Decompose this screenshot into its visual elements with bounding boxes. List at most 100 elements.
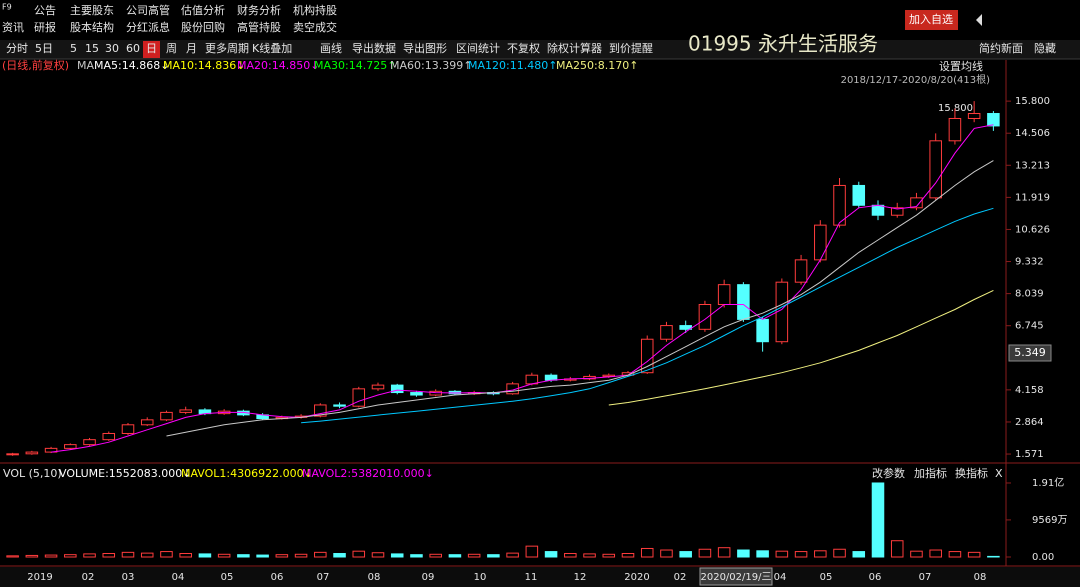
volume-bar: [756, 550, 769, 558]
add-button[interactable]: 加入自选: [909, 13, 953, 26]
volume-bar: [275, 554, 289, 558]
candle-body: [121, 424, 135, 434]
volume-bar: [583, 553, 596, 558]
volume-button[interactable]: 加指标: [914, 466, 947, 480]
volume-bar: [525, 545, 539, 558]
toolbar-item[interactable]: 分时: [6, 42, 28, 55]
volume-bar: [564, 553, 577, 558]
x-tick-label: 11: [525, 572, 538, 583]
y-tick-label: 6.745: [1015, 321, 1044, 332]
app-tag: F9: [2, 3, 12, 12]
menu-item[interactable]: 卖空成交: [293, 20, 337, 34]
volume-bar: [929, 549, 942, 558]
menu-item[interactable]: 机构持股: [293, 3, 337, 17]
ma-legend: MA120:11.480↑: [468, 59, 557, 72]
volume-bar: [256, 554, 269, 558]
toolbar-item[interactable]: 画线: [320, 41, 342, 55]
volume-button[interactable]: 改参数: [872, 466, 905, 480]
toolbar-item[interactable]: 5日: [35, 42, 53, 55]
volume-bar: [814, 550, 827, 558]
volume-bar: [294, 553, 308, 558]
menu-item[interactable]: 股本结构: [70, 20, 114, 34]
toolbar-item[interactable]: 不复权: [507, 41, 540, 55]
volume-title: VOL (5,10): [3, 467, 62, 480]
ma-label: MA: [77, 59, 94, 72]
toolbar-right[interactable]: 简约新面: [979, 41, 1023, 55]
toolbar-item[interactable]: 60: [126, 42, 140, 55]
candle-body: [314, 404, 327, 417]
toolbar-item[interactable]: 5: [70, 42, 77, 55]
current-price-box: [1008, 344, 1052, 362]
toolbar-right[interactable]: 隐藏: [1034, 42, 1056, 55]
candle-body: [929, 140, 942, 199]
volume-bar: [140, 552, 154, 558]
candle-body: [333, 404, 346, 407]
volume-bar: [352, 550, 366, 558]
menu-item[interactable]: 财务分析: [237, 3, 281, 17]
y-tick-label: 11.919: [1015, 192, 1050, 203]
volume-bar: [44, 554, 58, 558]
collapse-arrow[interactable]: [976, 14, 982, 26]
menu-item[interactable]: 股份回购: [181, 20, 225, 34]
toolbar-item[interactable]: 导出图形: [403, 41, 447, 55]
settings-label[interactable]: 设置均线: [939, 59, 983, 73]
candle-body: [506, 383, 519, 395]
volume-bar: [794, 551, 808, 558]
x-tick-label: 06: [271, 572, 284, 583]
candle-body: [6, 453, 19, 456]
menu-item[interactable]: 高管持股: [237, 20, 281, 34]
volume-button[interactable]: X: [995, 467, 1003, 480]
x-tick-label: 05: [820, 572, 833, 583]
toolbar-item[interactable]: 周: [166, 42, 177, 55]
toolbar-item[interactable]: 区间统计: [456, 42, 500, 55]
volume-bar: [487, 554, 500, 558]
add-button-bg[interactable]: [905, 10, 958, 30]
peak-label: 15.800: [938, 103, 973, 114]
menu-item[interactable]: 公司高管: [126, 3, 170, 17]
candle-body: [102, 432, 116, 441]
ma-legend: MA60:13.399↑: [390, 59, 472, 72]
menu-item[interactable]: 公告: [34, 4, 56, 17]
candle-body: [25, 451, 39, 455]
ma-line: [166, 160, 994, 437]
volume-button[interactable]: 换指标: [955, 466, 988, 480]
x-tick-label: 03: [122, 572, 135, 583]
candle-body: [83, 439, 96, 446]
volume-bar: [83, 553, 96, 558]
volume-tick-label: 0.00: [1032, 552, 1054, 563]
x-tick-label: 04: [172, 572, 185, 583]
menu-item[interactable]: 研报: [34, 20, 56, 34]
toolbar-item[interactable]: 日: [146, 42, 157, 55]
volume-bar: [775, 550, 789, 558]
y-tick-label: 1.571: [1015, 449, 1044, 460]
y-tick-label: 15.800: [1015, 96, 1050, 107]
candle-body: [390, 384, 404, 394]
toolbar-item[interactable]: 30: [105, 42, 119, 55]
toolbar-item[interactable]: 到价提醒: [609, 42, 653, 55]
menu-item[interactable]: 估值分析: [181, 3, 225, 17]
ma-line: [51, 124, 994, 453]
menu-item[interactable]: 主要股东: [70, 4, 114, 17]
ma-legend: MA30:14.725↑: [314, 59, 396, 72]
ma-legend: MA10:14.836↓: [163, 59, 245, 72]
volume-bar: [371, 552, 385, 558]
candle-body: [814, 224, 827, 261]
ma-legend: MA20:14.850↓: [237, 59, 319, 72]
menu-item[interactable]: 资讯: [2, 21, 24, 34]
volume-bar: [198, 553, 212, 558]
volume-bar: [429, 553, 442, 558]
menu-item[interactable]: 分红派息: [126, 20, 170, 34]
x-tick-label: 2019: [27, 572, 52, 583]
volume-bar: [121, 551, 135, 558]
toolbar-item[interactable]: 更多周期: [205, 41, 249, 55]
toolbar-item[interactable]: 15: [85, 42, 99, 55]
x-tick-label: 12: [574, 572, 587, 583]
toolbar-item[interactable]: 月: [186, 42, 197, 55]
range-label: 2018/12/17-2020/8/20(413根): [841, 73, 991, 86]
toolbar-item[interactable]: K线叠加: [252, 41, 292, 55]
candle-body: [756, 318, 769, 343]
toolbar-item[interactable]: 除权计算器: [547, 41, 602, 55]
x-tick-label: 02: [674, 572, 687, 583]
toolbar-item[interactable]: 导出数据: [352, 41, 396, 55]
